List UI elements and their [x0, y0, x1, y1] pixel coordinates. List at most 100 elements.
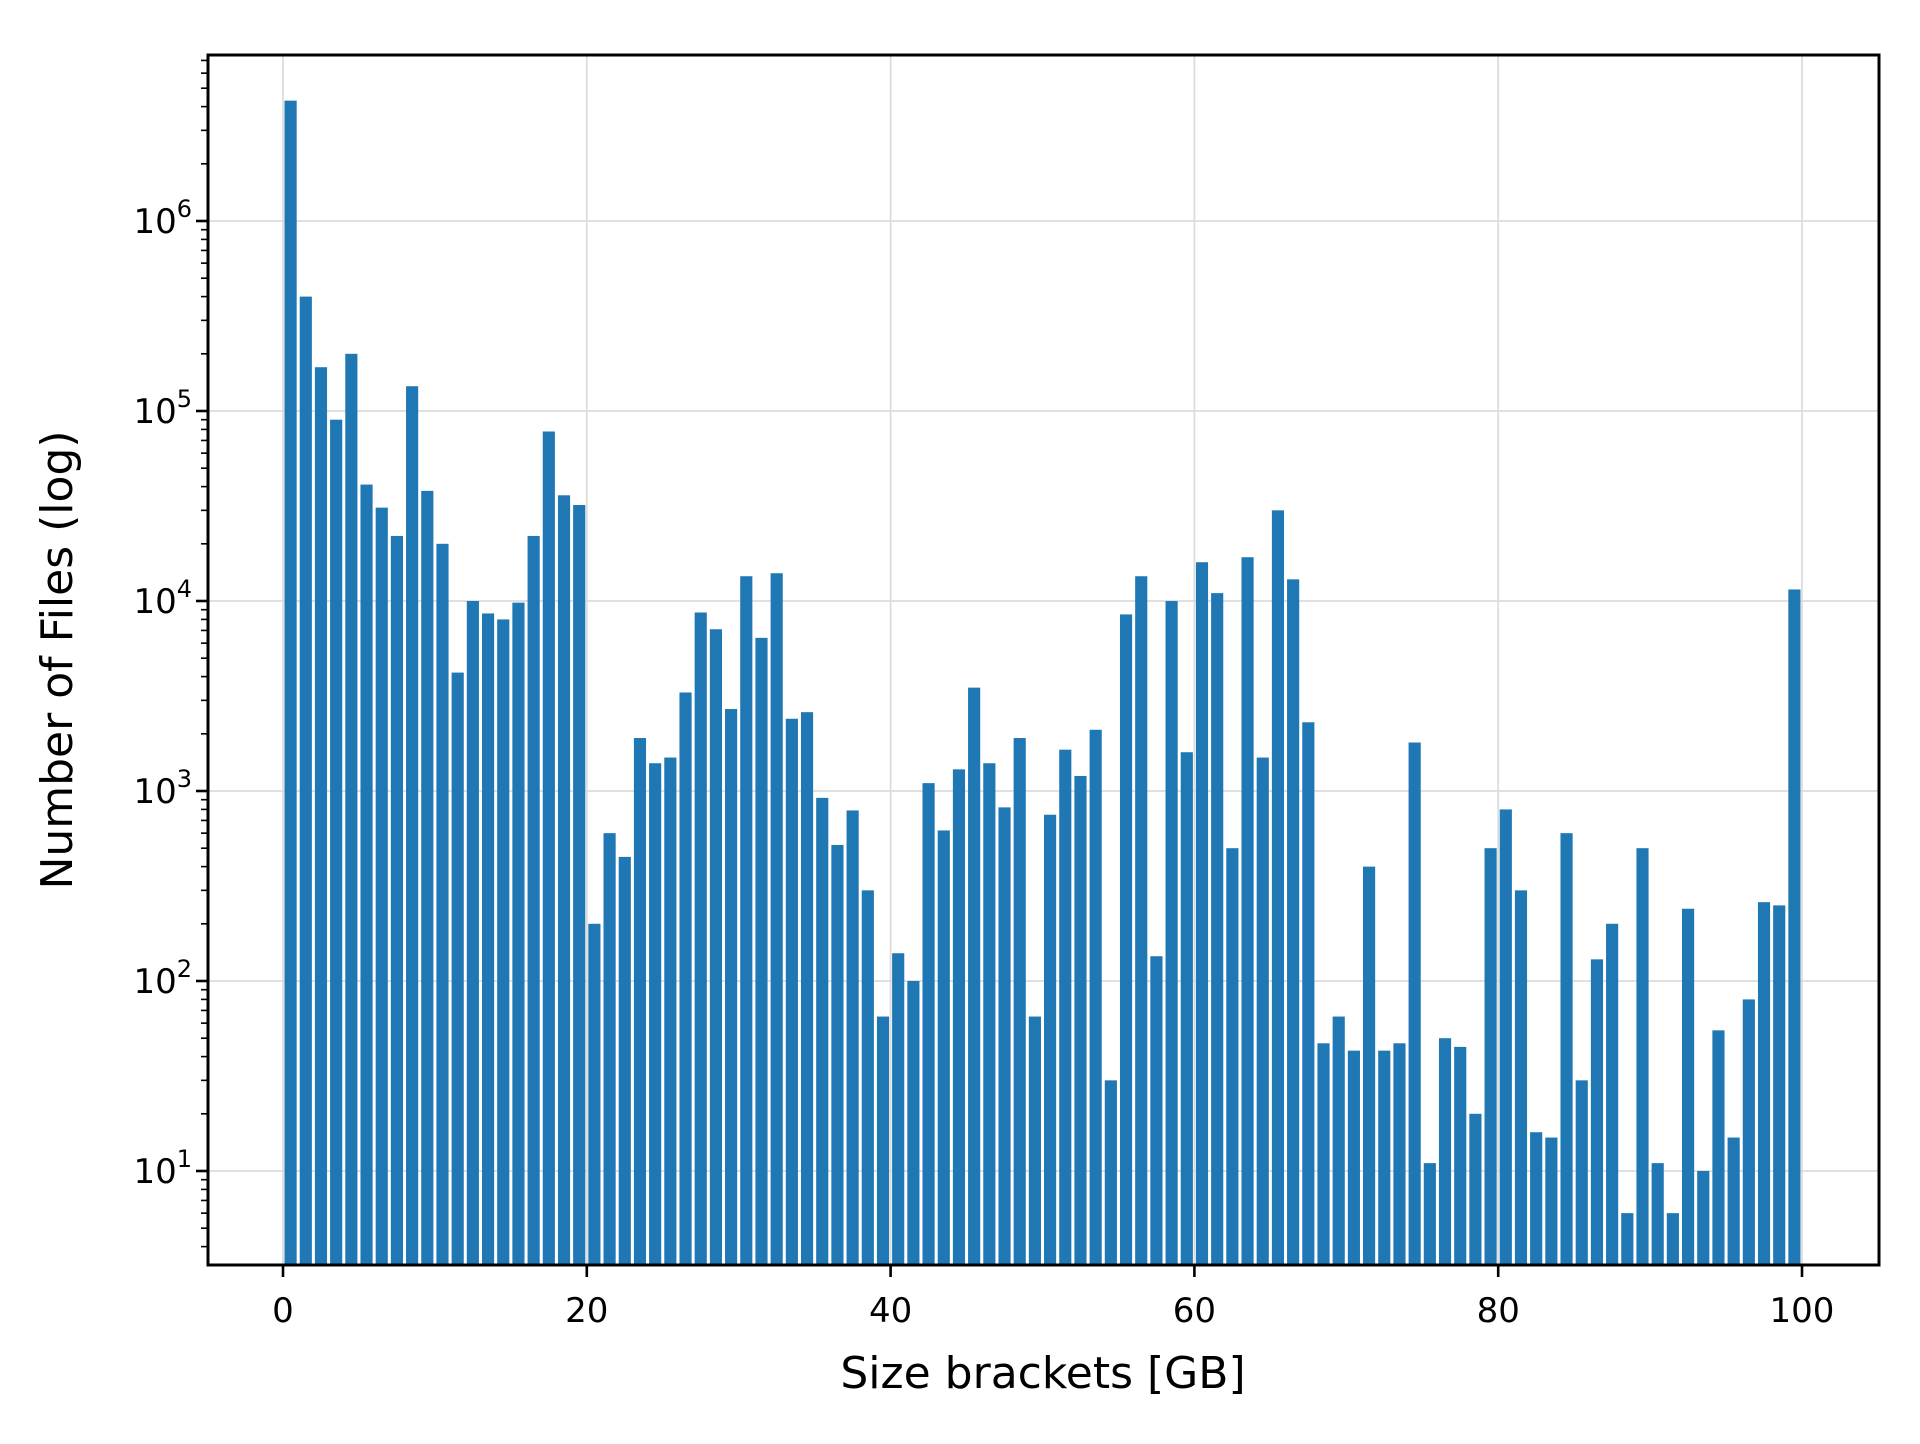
bar — [740, 576, 753, 1265]
bar — [998, 807, 1011, 1265]
bar — [573, 505, 586, 1266]
bar — [1135, 576, 1148, 1265]
bar — [1104, 1080, 1117, 1265]
bar — [709, 629, 722, 1265]
bar — [1317, 1043, 1330, 1265]
bar — [360, 484, 373, 1266]
bar — [1545, 1137, 1558, 1265]
bar — [968, 687, 981, 1265]
x-tick-label: 20 — [565, 1291, 608, 1331]
bar — [299, 296, 312, 1265]
bar — [1287, 579, 1300, 1265]
y-tick-label: 106 — [133, 195, 192, 242]
bar — [755, 637, 768, 1265]
bar — [1363, 866, 1376, 1265]
bar — [512, 602, 525, 1265]
bar — [1408, 742, 1421, 1265]
bar — [618, 856, 631, 1265]
y-tick-label: 105 — [133, 385, 192, 432]
bar — [831, 844, 844, 1265]
y-tick-label: 101 — [133, 1145, 192, 1192]
x-tick-label: 40 — [869, 1291, 912, 1331]
bar — [1712, 1030, 1725, 1265]
bar — [1773, 905, 1786, 1265]
bar — [542, 431, 555, 1265]
x-tick-label: 60 — [1173, 1291, 1216, 1331]
axes-box — [206, 53, 1881, 1267]
x-tick-label: 0 — [272, 1291, 294, 1331]
bar — [876, 1016, 890, 1265]
bar — [603, 833, 616, 1265]
bar — [785, 718, 798, 1265]
bar — [1378, 1050, 1391, 1265]
bar — [1742, 999, 1755, 1265]
bar — [1438, 1038, 1452, 1265]
bar — [1575, 1080, 1588, 1265]
bar — [770, 573, 783, 1265]
bar — [1059, 749, 1072, 1265]
bar — [664, 757, 677, 1265]
bars — [284, 100, 1801, 1266]
bar — [1089, 729, 1102, 1265]
y-tick-label: 104 — [133, 575, 192, 622]
y-tick-label: 103 — [133, 765, 192, 812]
bar — [466, 601, 479, 1265]
bar — [588, 923, 601, 1265]
bar — [1636, 848, 1649, 1265]
bar — [1241, 557, 1254, 1265]
bar — [1180, 752, 1193, 1265]
y-axis-label: Number of Files (log) — [32, 430, 83, 889]
bar — [1332, 1016, 1345, 1265]
bar — [1469, 1113, 1482, 1265]
bar — [1514, 890, 1528, 1265]
bar — [633, 738, 647, 1265]
bar — [1560, 833, 1573, 1265]
bar — [1621, 1213, 1634, 1265]
bar — [1226, 848, 1239, 1265]
bar — [937, 830, 950, 1265]
bar — [1195, 562, 1209, 1265]
bar — [451, 672, 464, 1265]
bar — [679, 692, 692, 1265]
axis-tick-labels: 0 20 40 60 80 100 101 102 103 104 105 106 — [133, 195, 1834, 1331]
bar — [436, 543, 449, 1265]
bar — [952, 769, 966, 1265]
bar — [861, 890, 874, 1265]
bar — [1454, 1046, 1467, 1265]
axes-spines — [206, 53, 1881, 1267]
bar — [1727, 1137, 1740, 1265]
x-tick-label: 80 — [1477, 1291, 1520, 1331]
bar — [345, 353, 358, 1265]
bar — [406, 386, 419, 1265]
bar — [1681, 908, 1695, 1265]
bar — [284, 100, 297, 1265]
bar — [725, 709, 738, 1265]
bar — [527, 535, 540, 1265]
bar — [1393, 1043, 1406, 1265]
bar — [1028, 1016, 1041, 1265]
bar — [922, 783, 935, 1265]
bar — [1590, 959, 1604, 1265]
bar — [1347, 1050, 1360, 1265]
bar — [481, 613, 495, 1265]
bar — [497, 619, 510, 1265]
bar — [1788, 589, 1801, 1265]
bar — [800, 712, 814, 1265]
bar — [421, 490, 434, 1265]
bar — [1697, 1171, 1710, 1265]
bar — [983, 763, 996, 1265]
bar — [557, 495, 571, 1266]
bar — [1530, 1132, 1543, 1265]
bar — [390, 535, 404, 1265]
bar — [816, 797, 829, 1265]
x-axis-label: Size brackets [GB] — [840, 1348, 1245, 1399]
bar — [1606, 923, 1619, 1265]
bar — [1165, 601, 1178, 1265]
bar — [314, 367, 328, 1265]
x-tick-label: 100 — [1770, 1291, 1835, 1331]
bar — [1666, 1213, 1679, 1265]
bar — [1484, 848, 1497, 1265]
bar — [1119, 614, 1133, 1265]
bar — [892, 953, 905, 1265]
